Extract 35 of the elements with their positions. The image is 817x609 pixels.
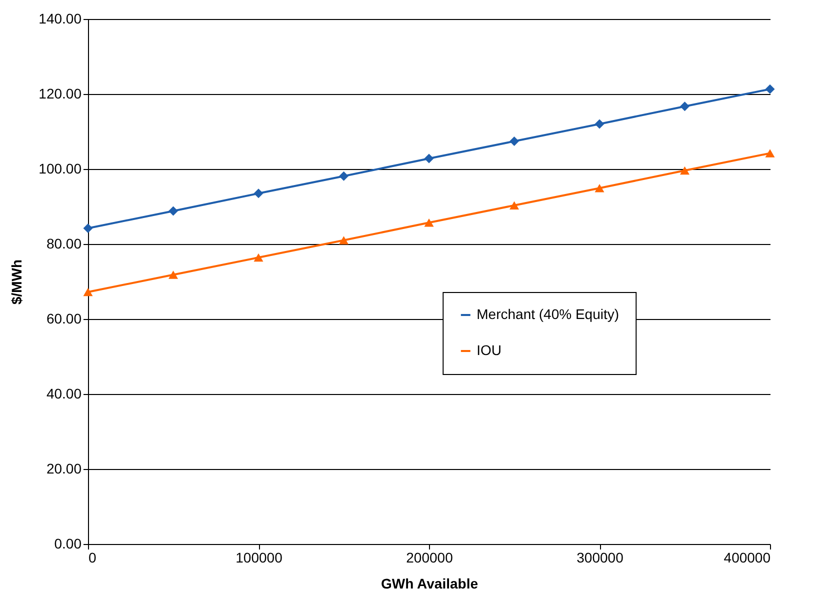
point [594, 184, 604, 192]
point [510, 201, 519, 210]
y-tick-label: 120.00 [38, 86, 82, 102]
point [339, 236, 348, 244]
y-axis-title: $/MWh [8, 259, 25, 305]
y-tick-label: 100.00 [38, 160, 82, 176]
point [339, 171, 348, 181]
x-tick-label: 200000 [406, 550, 454, 566]
x-tick-label: 100000 [236, 550, 283, 566]
point [168, 206, 178, 216]
y-tick-label: 20.00 [46, 460, 82, 476]
x-axis-title: GWh Available [381, 576, 478, 592]
point [83, 224, 93, 233]
point [680, 102, 690, 112]
point [424, 218, 434, 227]
point [254, 188, 264, 198]
y-tick-label: 60.00 [46, 310, 82, 326]
point [594, 119, 604, 129]
legend-label: IOU [476, 342, 502, 358]
x-tick-label: 0 [88, 550, 96, 566]
x-tick-label: 300000 [576, 550, 624, 566]
point [765, 149, 775, 158]
point [765, 84, 775, 94]
y-tick-label: 0.00 [54, 536, 82, 552]
y-tick-label: 40.00 [46, 386, 82, 402]
legend-label: Merchant (40% Equity) [476, 306, 620, 322]
y-tick-label: 80.00 [46, 236, 82, 252]
point [510, 136, 519, 146]
point [83, 288, 93, 296]
point [680, 166, 690, 175]
point [254, 253, 264, 262]
point [168, 270, 178, 279]
x-tick-label: 400000 [724, 550, 771, 566]
point [424, 154, 434, 164]
y-tick-label: 140.00 [38, 10, 82, 26]
